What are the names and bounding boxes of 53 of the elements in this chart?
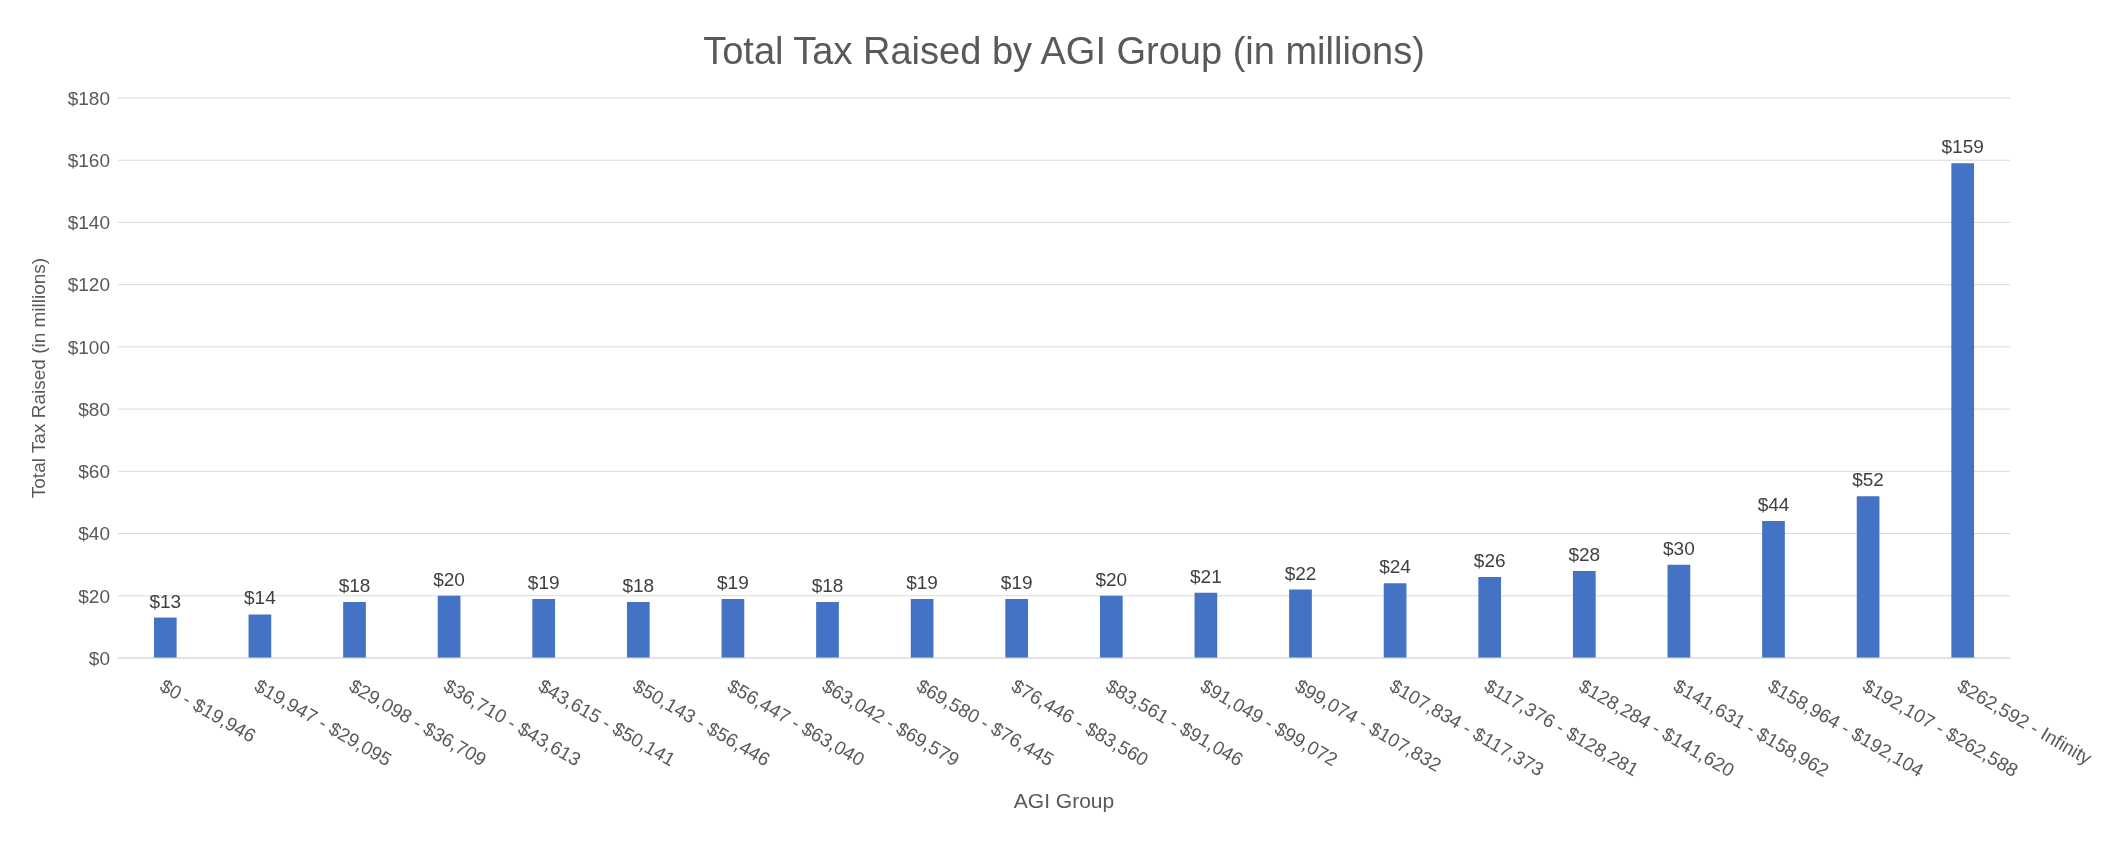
data-label: $28 xyxy=(1568,543,1601,565)
data-label: $26 xyxy=(1473,550,1506,572)
data-label: $19 xyxy=(1000,571,1033,593)
data-label: $19 xyxy=(717,571,749,593)
y-tick-label: $0 xyxy=(88,647,110,669)
y-tick-label: $180 xyxy=(67,87,110,109)
bar xyxy=(532,598,556,658)
data-label: $20 xyxy=(1095,568,1128,590)
y-tick-label: $140 xyxy=(67,212,110,234)
bar xyxy=(1289,589,1312,658)
chart-title: Total Tax Raised by AGI Group (in millions) xyxy=(702,30,1426,73)
bar xyxy=(1856,496,1880,658)
y-tick-label: $160 xyxy=(67,149,110,171)
data-label: $22 xyxy=(1284,562,1317,584)
data-label: $18 xyxy=(622,575,655,596)
bar xyxy=(721,598,745,658)
data-label: $18 xyxy=(338,575,371,596)
data-label: $19 xyxy=(527,571,560,593)
data-label: $13 xyxy=(149,590,182,612)
bar xyxy=(248,614,272,658)
bar xyxy=(910,598,934,658)
data-label: $30 xyxy=(1663,537,1695,559)
y-axis-title: Total Tax Raised (in millions) xyxy=(27,257,49,499)
bar xyxy=(1478,577,1502,658)
data-label: $19 xyxy=(906,571,938,593)
bar xyxy=(343,602,366,658)
y-tick-label: $80 xyxy=(78,398,110,420)
bar xyxy=(1762,521,1785,658)
y-tick-label: $40 xyxy=(78,523,110,545)
data-label: $14 xyxy=(244,587,277,609)
bar xyxy=(1099,595,1123,658)
y-tick-label: $120 xyxy=(67,274,110,296)
bar xyxy=(1383,583,1407,658)
data-label: $159 xyxy=(1941,136,1984,158)
y-tick-label: $20 xyxy=(78,585,110,607)
bar xyxy=(153,617,177,658)
data-label: $20 xyxy=(433,568,465,590)
bar xyxy=(1194,592,1218,658)
bar xyxy=(1667,564,1691,658)
data-label: $24 xyxy=(1379,556,1412,578)
y-tick-label: $100 xyxy=(67,336,110,358)
bar xyxy=(437,595,461,658)
bar xyxy=(626,602,650,658)
y-tick-label: $60 xyxy=(78,461,110,483)
data-label: $52 xyxy=(1852,469,1884,491)
bar xyxy=(1951,163,1975,658)
bar xyxy=(816,602,839,658)
data-label: $44 xyxy=(1757,494,1790,516)
data-label: $21 xyxy=(1190,565,1222,587)
x-axis-title: AGI Group xyxy=(1013,789,1115,812)
bar xyxy=(1005,598,1029,658)
data-label: $18 xyxy=(811,575,844,596)
bar xyxy=(1572,570,1596,658)
